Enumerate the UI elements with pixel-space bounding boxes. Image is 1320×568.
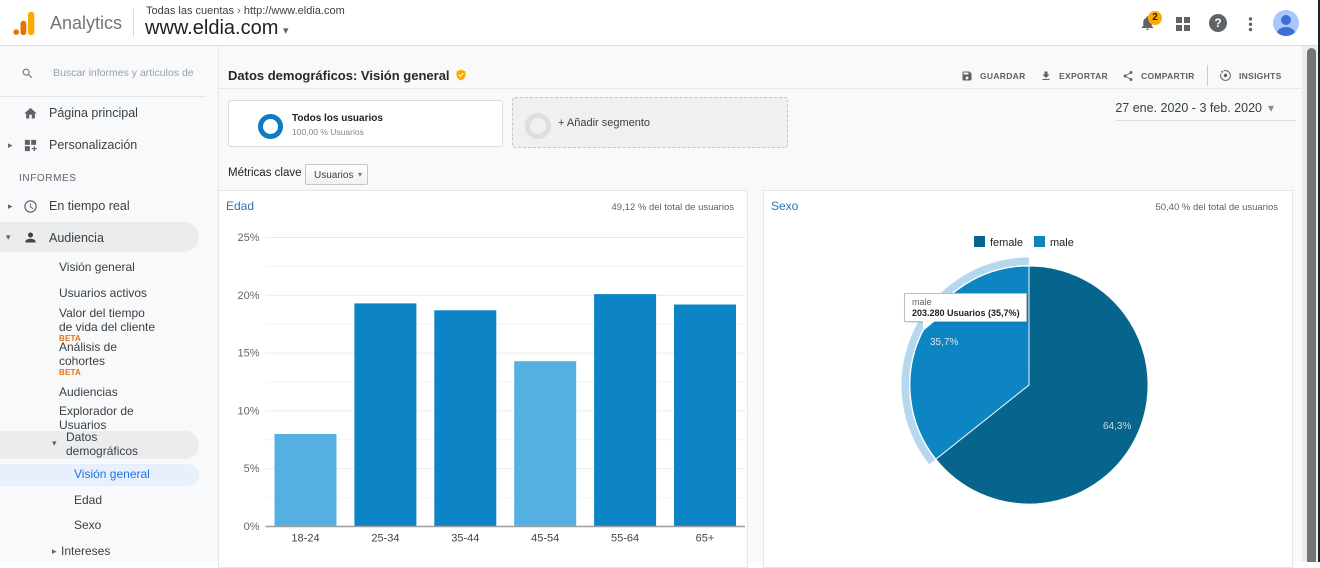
svg-text:64,3%: 64,3% — [1103, 421, 1131, 432]
svg-text:0%: 0% — [244, 521, 260, 533]
svg-text:20%: 20% — [237, 290, 259, 302]
svg-text:25-34: 25-34 — [371, 533, 399, 545]
svg-text:35-44: 35-44 — [451, 533, 479, 545]
svg-text:15%: 15% — [237, 348, 259, 360]
svg-text:female: female — [990, 237, 1023, 249]
svg-text:5%: 5% — [244, 463, 260, 475]
svg-text:18-24: 18-24 — [291, 533, 319, 545]
svg-text:35,7%: 35,7% — [930, 337, 958, 348]
svg-text:25%: 25% — [237, 232, 259, 244]
svg-text:55-64: 55-64 — [611, 533, 639, 545]
svg-text:65+: 65+ — [696, 533, 715, 545]
svg-text:10%: 10% — [237, 405, 259, 417]
svg-text:male: male — [1050, 237, 1074, 249]
svg-text:45-54: 45-54 — [531, 533, 559, 545]
